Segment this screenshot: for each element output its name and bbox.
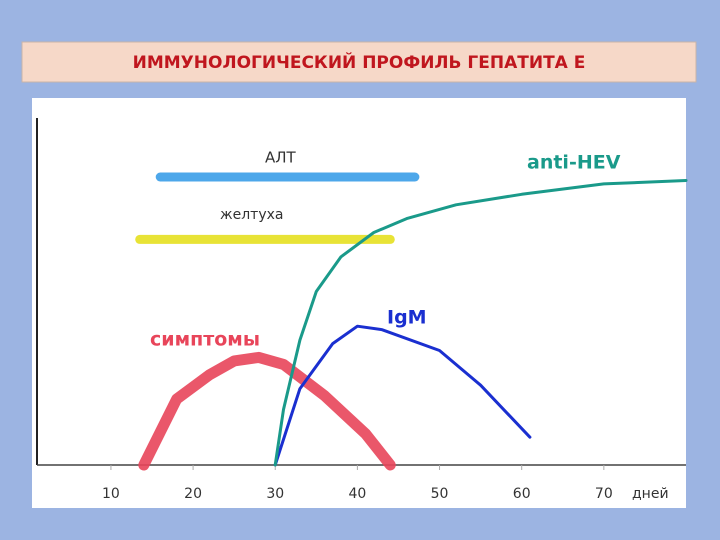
series-label: IgM [387, 307, 427, 329]
x-tick-label: 40 [348, 486, 366, 502]
series-label: желтуха [220, 207, 283, 223]
series-line [138, 351, 396, 471]
title-box [21, 41, 697, 83]
plot-background [32, 98, 686, 508]
x-tick-label: 20 [184, 486, 202, 502]
x-axis-label: дней [632, 486, 669, 502]
x-tick-label: 70 [595, 486, 613, 502]
x-tick-label: 50 [431, 486, 449, 502]
series-label: симптомы [150, 329, 260, 351]
series-label: АЛТ [265, 149, 297, 167]
series-line [273, 324, 532, 467]
series-line [273, 179, 688, 467]
x-tick-label: 60 [513, 486, 531, 502]
x-tick-label: 30 [266, 486, 284, 502]
series-label: anti-HEV [527, 152, 621, 174]
x-tick-label: 10 [102, 486, 120, 502]
chart-title: ИММУНОЛОГИЧЕСКИЙ ПРОФИЛЬ ГЕПАТИТА Е [133, 51, 586, 73]
